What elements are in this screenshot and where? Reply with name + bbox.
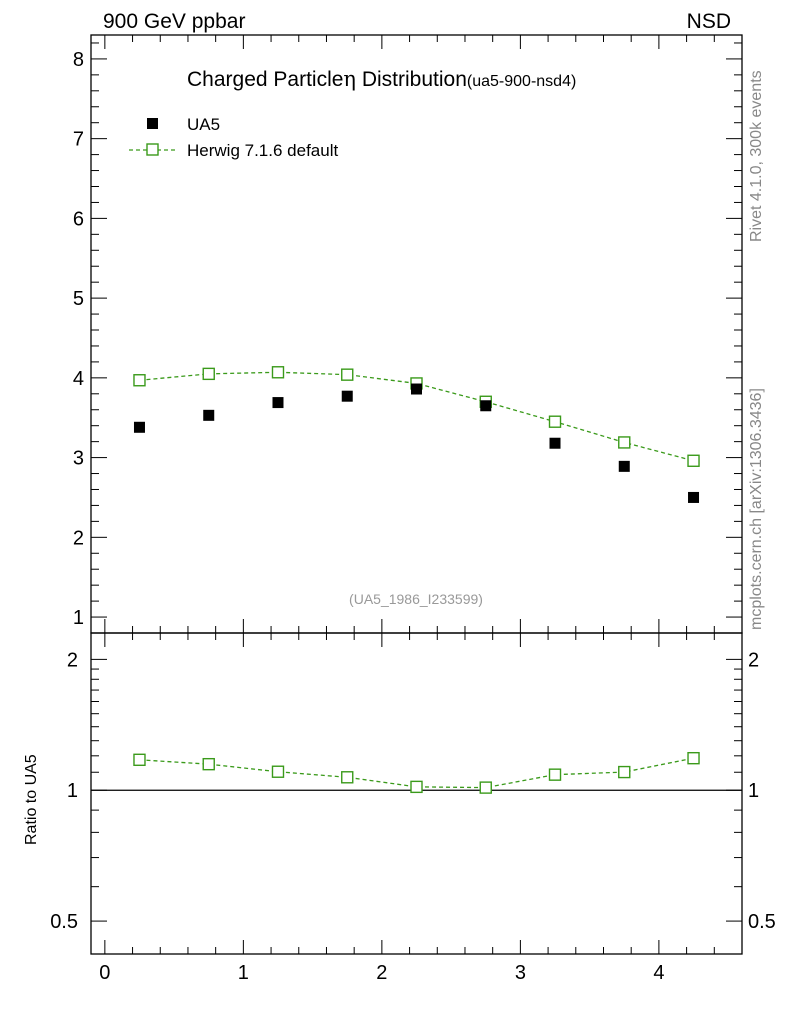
chart-title: Charged Particleη Distribution(ua5-900-n… bbox=[187, 67, 576, 91]
ua5-data-point bbox=[411, 383, 422, 395]
ua5-data-point bbox=[341, 390, 353, 402]
ratio-mc-point bbox=[548, 768, 562, 781]
legend-mc-label: Herwig 7.1.6 default bbox=[187, 141, 338, 160]
x-tick-label: 4 bbox=[653, 962, 664, 984]
ua5-data-point bbox=[203, 409, 215, 421]
ratio-mc-line bbox=[139, 757, 694, 789]
ratio-ytick-label-right: 2 bbox=[748, 649, 759, 671]
chart-title-main: Charged Particle bbox=[187, 68, 343, 91]
chart-title-rest: Distribution bbox=[356, 68, 467, 91]
ratio-mc-point bbox=[410, 780, 423, 794]
header-right: NSD bbox=[687, 10, 731, 33]
main-ytick-label: 1 bbox=[73, 607, 84, 629]
header-left: 900 GeV ppbar bbox=[103, 10, 245, 33]
ratio-mc-point bbox=[341, 771, 354, 784]
ua5-data-point bbox=[480, 400, 492, 412]
x-tick-label: 2 bbox=[376, 962, 387, 984]
mcplots-reference-label: mcplots.cern.ch [arXiv:1306.3436] bbox=[748, 388, 765, 630]
legend-mc-marker bbox=[146, 143, 159, 156]
main-ytick-label: 4 bbox=[73, 368, 84, 390]
mc-point bbox=[341, 368, 354, 381]
mc-point bbox=[687, 454, 700, 467]
ratio-ytick-label-left: 1 bbox=[67, 780, 78, 802]
ua5-data-point bbox=[549, 437, 561, 449]
ua5-data-point bbox=[688, 491, 700, 503]
main-ytick-label: 2 bbox=[73, 527, 84, 549]
mc-point bbox=[548, 415, 562, 428]
legend-data-marker bbox=[147, 118, 158, 129]
x-tick-label: 1 bbox=[238, 962, 249, 984]
analysis-watermark: (UA5_1986_I233599) bbox=[349, 591, 483, 607]
ratio-ytick-label-right: 1 bbox=[748, 780, 759, 802]
ratio-y-axis-label: Ratio to UA5 bbox=[23, 754, 40, 845]
ratio-marks bbox=[133, 751, 700, 794]
legend: UA5 Herwig 7.1.6 default bbox=[129, 115, 338, 160]
main-ytick-label: 3 bbox=[73, 448, 84, 470]
mc-point bbox=[133, 374, 146, 387]
ratio-mc-point bbox=[271, 765, 285, 778]
ratio-mc-point bbox=[202, 757, 215, 771]
mc-point bbox=[618, 436, 631, 449]
chart-title-tag: (ua5-900-nsd4) bbox=[467, 73, 576, 90]
ratio-mc-point bbox=[687, 751, 700, 765]
ratio-mc-point bbox=[618, 765, 631, 779]
main-marks bbox=[133, 366, 700, 503]
ua5-data-point bbox=[618, 460, 630, 472]
ratio-axes: 0.5 0.5 1 1 2 2 0 1 2 3 4 bbox=[50, 633, 776, 984]
chart-title-eta: η bbox=[343, 67, 356, 91]
ua5-data-point bbox=[133, 421, 145, 433]
ratio-mc-point bbox=[479, 781, 492, 794]
ratio-ytick-label-left: 2 bbox=[67, 649, 78, 671]
legend-data-label: UA5 bbox=[187, 115, 220, 134]
ratio-panel-frame bbox=[90, 632, 743, 955]
ua5-data-point bbox=[272, 397, 284, 409]
mc-point bbox=[271, 366, 285, 379]
ratio-mc-point bbox=[133, 753, 146, 766]
main-axes: 1 2 3 4 5 6 7 8 bbox=[73, 35, 743, 633]
ratio-ytick-label-left: 0.5 bbox=[50, 911, 78, 933]
mc-series-line bbox=[139, 371, 694, 462]
ratio-ytick-label-right: 0.5 bbox=[748, 911, 776, 933]
main-ytick-label: 5 bbox=[73, 288, 84, 310]
x-tick-label: 3 bbox=[515, 962, 526, 984]
main-ytick-label: 6 bbox=[73, 208, 84, 230]
mc-point bbox=[202, 367, 215, 381]
x-tick-label: 0 bbox=[99, 962, 110, 984]
main-ytick-label: 8 bbox=[73, 49, 84, 71]
rivet-version-label: Rivet 4.1.0, 300k events bbox=[748, 70, 765, 242]
main-ytick-label: 7 bbox=[73, 129, 84, 151]
